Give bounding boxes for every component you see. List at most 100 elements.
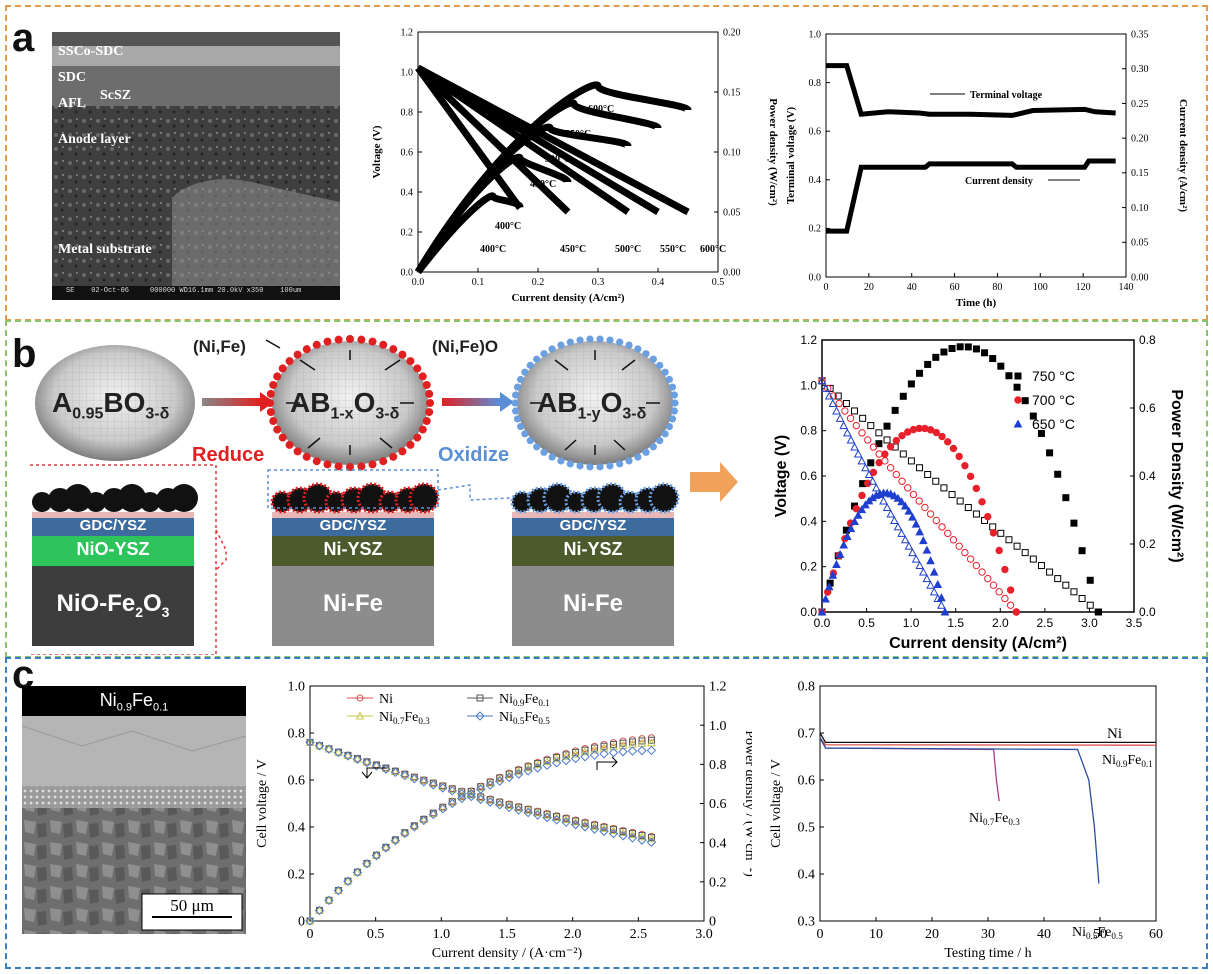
- y-axis-label: Terminal voltage (V): [785, 106, 797, 204]
- point-700 °C: [966, 555, 975, 563]
- point-Ni0.7Fe0.3: [523, 763, 533, 772]
- point-Ni0.5Fe0.5: [409, 773, 420, 784]
- point-Ni0.7Fe0.3: [381, 842, 391, 851]
- plot-frame: [417, 31, 719, 273]
- point-Ni0.9Fe0.1: [638, 737, 646, 745]
- point-Ni0.5Fe0.5: [532, 763, 543, 773]
- electrode-particle: [118, 484, 146, 512]
- point-750 °C: [916, 464, 924, 472]
- x-tick-label: 140: [1119, 282, 1134, 293]
- y-axis-label: Cell voltage / V: [255, 759, 270, 848]
- x-axis-label: Current density (A/cm²): [511, 292, 624, 304]
- x-tick-label: 2.0: [992, 616, 1009, 630]
- exsolved-dot: [406, 440, 415, 449]
- point-700 °C: [961, 461, 969, 470]
- point-700 °C: [955, 542, 963, 550]
- exsolved-dot: [266, 408, 275, 417]
- x-tick-label: 0.4: [652, 277, 665, 288]
- label-reduce: Reduce: [192, 444, 265, 466]
- y2-tick-label: 0.20: [1131, 133, 1149, 144]
- y2-tick-label: 0.30: [1131, 64, 1149, 75]
- point-Ni0.7Fe0.3: [419, 815, 429, 824]
- point-Ni0.5Fe0.5: [523, 766, 533, 776]
- layer-anode-left: NiO-YSZ: [76, 539, 150, 559]
- point-Ni0.5Fe0.5: [485, 797, 495, 807]
- point-Ni0.5Fe0.5: [627, 833, 638, 843]
- y-tick-label: 0.7: [798, 727, 816, 742]
- point-650 °C: [908, 512, 917, 521]
- sem-image-c: Ni0.9Fe0.1 50 μm: [22, 686, 246, 934]
- electrode-particle: [140, 492, 160, 512]
- y-tick-label: 0.4: [809, 175, 822, 186]
- y2-tick-label: 0.15: [1131, 168, 1149, 179]
- x-tick-label: 3.5: [1126, 616, 1143, 630]
- point-Ni0.7Fe0.3: [647, 834, 656, 843]
- reduce-arrow: [202, 392, 274, 412]
- point-700 °C: [846, 414, 855, 423]
- point-750 °C: [924, 471, 932, 479]
- layer-electrolyte-right: GDC/YSZ: [559, 517, 627, 534]
- point-750 °C: [883, 436, 891, 444]
- point-750 °C: [956, 343, 964, 351]
- exsolved-dot: [422, 417, 431, 426]
- panel-label-b: b: [12, 332, 37, 376]
- point-750 °C: [907, 457, 915, 465]
- legend-label-Ni: Ni: [379, 692, 393, 707]
- point-Ni0.5Fe0.5: [362, 757, 372, 768]
- point-650 °C: [918, 536, 928, 545]
- point-700 °C: [926, 510, 935, 518]
- point-750 °C: [972, 510, 980, 518]
- x-axis-label: Time (h): [956, 297, 997, 309]
- y-tick-label: 0.6: [809, 127, 822, 138]
- oxidized-dot: [533, 355, 541, 363]
- point-Ni0.5Fe0.5: [476, 784, 486, 794]
- point-700 °C: [858, 429, 866, 437]
- oxidized-dot: [656, 361, 664, 369]
- inward-arrow: [554, 359, 569, 371]
- series-line-Ni0.5Fe0.5: [819, 737, 1100, 884]
- point-650 °C: [937, 593, 946, 602]
- point-Ni0.7Fe0.3: [334, 747, 343, 756]
- point-700 °C: [852, 421, 860, 430]
- point-Ni0.5Fe0.5: [333, 885, 344, 896]
- exsolved-dot: [422, 380, 431, 389]
- point-750 °C: [1021, 549, 1029, 557]
- point-Ni0.5Fe0.5: [494, 800, 505, 810]
- point-650 °C: [857, 505, 867, 514]
- point-700 °C: [932, 428, 941, 437]
- x-tick-label: 3.0: [695, 927, 713, 942]
- point-700 °C: [892, 470, 901, 479]
- point-650 °C: [922, 574, 932, 583]
- oxidized-dot: [670, 407, 678, 415]
- point-Ni0.5Fe0.5: [352, 754, 363, 764]
- point-Ni0.7Fe0.3: [580, 747, 590, 756]
- point-Ni0.5Fe0.5: [504, 802, 514, 813]
- x-tick-label: 2.5: [630, 927, 648, 942]
- point-Ni0.7Fe0.3: [571, 817, 580, 826]
- point-650 °C: [861, 463, 870, 472]
- point-750 °C: [989, 523, 997, 531]
- point-650 °C: [929, 567, 939, 576]
- point-750 °C: [1062, 581, 1070, 589]
- point-700 °C: [932, 516, 941, 525]
- point-650 °C: [850, 442, 859, 451]
- point-Ni0.5Fe0.5: [618, 747, 628, 757]
- point-700 °C: [1001, 565, 1009, 574]
- x-tick-label: 20: [925, 927, 939, 942]
- y-tick-label: 0.2: [800, 560, 817, 574]
- point-Ni0.7Fe0.3: [391, 835, 400, 844]
- point-700 °C: [1012, 608, 1021, 616]
- y-tick-label: 0.5: [798, 821, 816, 836]
- point-Ni0.5Fe0.5: [428, 809, 439, 820]
- point-Ni0.5Fe0.5: [561, 817, 571, 827]
- x-tick-label: 0: [824, 282, 829, 293]
- layer-anode-right: Ni-YSZ: [563, 539, 623, 559]
- point-750 °C: [1005, 536, 1013, 544]
- point-750 °C: [1029, 555, 1037, 563]
- point-750 °C: [964, 504, 972, 512]
- y-tick-label: 0.4: [288, 821, 306, 836]
- oxidized-dot: [586, 463, 594, 471]
- sem-image-c-art: [22, 686, 246, 934]
- oxidized-dot: [512, 407, 520, 415]
- point-700 °C: [841, 407, 849, 415]
